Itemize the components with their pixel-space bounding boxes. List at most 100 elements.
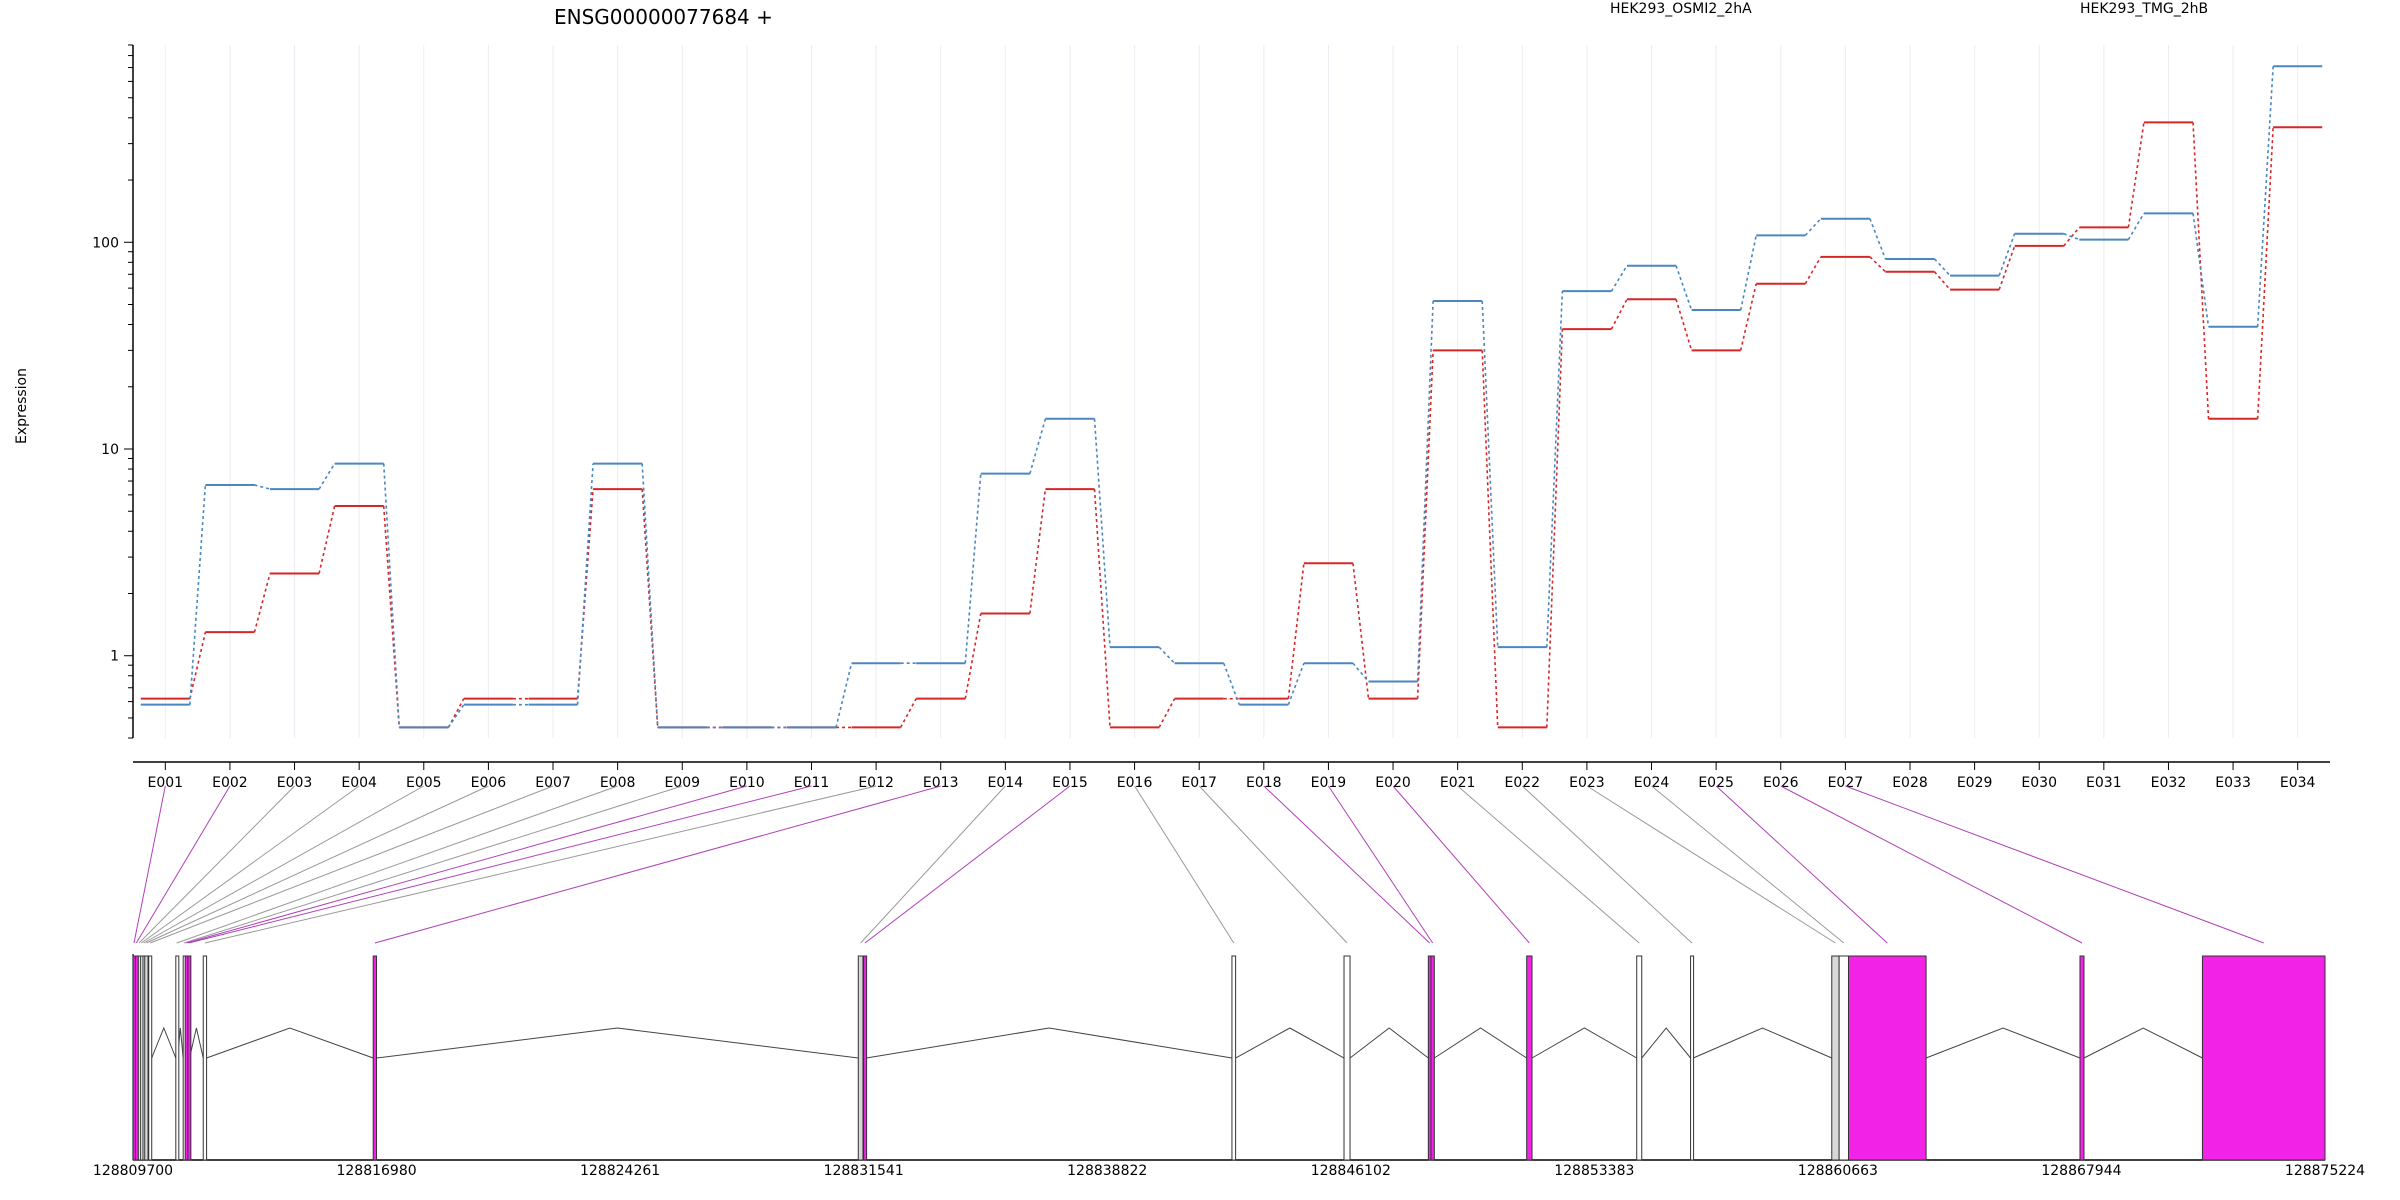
exon-link-e021 bbox=[1457, 785, 1640, 944]
exon-link-e001 bbox=[133, 785, 166, 944]
series-2-connector bbox=[1352, 662, 1370, 683]
series-1-connector bbox=[1287, 563, 1305, 699]
exon-link-e025 bbox=[1715, 785, 1888, 944]
exon-e023 bbox=[1831, 955, 1840, 1161]
exon-e012 bbox=[202, 955, 208, 1161]
series-1-connector bbox=[2256, 127, 2274, 419]
exon-link-e023 bbox=[1586, 785, 1836, 944]
series-1-connector bbox=[899, 698, 917, 728]
legend-entry-series-2: HEK293_TMG_2hB bbox=[2080, 1, 2208, 17]
series-1-connector bbox=[1546, 329, 1564, 728]
series-1 bbox=[140, 121, 2323, 729]
intron-e015 bbox=[866, 1027, 1233, 1059]
x-tick-label-e032: E032 bbox=[2151, 775, 2187, 791]
intron-e013 bbox=[376, 1027, 859, 1059]
exon-link-e015 bbox=[864, 785, 1071, 944]
exon-link-e016 bbox=[1134, 785, 1235, 944]
intron-e022 bbox=[1693, 1027, 1832, 1059]
x-tick-label-e016: E016 bbox=[1117, 775, 1153, 791]
plot-layer: 1 10 100 E001 E002 E003 E004 E005 E006 E007 E008 E0… bbox=[92, 44, 2365, 1179]
series-2-connector bbox=[447, 704, 465, 728]
exon-e017 bbox=[1343, 955, 1351, 1161]
exon-e013 bbox=[372, 955, 378, 1161]
series-2-connector bbox=[964, 473, 982, 664]
y-tick-label: 100 bbox=[92, 235, 119, 251]
exon-e011 bbox=[187, 955, 192, 1161]
intron-e011 bbox=[189, 1027, 204, 1059]
y-tick-label: 10 bbox=[101, 442, 119, 458]
exon-e026 bbox=[2079, 955, 2085, 1161]
series-1-connector bbox=[964, 613, 982, 699]
series-1-connector bbox=[1093, 489, 1111, 728]
series-2-connector bbox=[1675, 265, 1693, 311]
exon-link-e014 bbox=[860, 785, 1006, 944]
series-1-connector bbox=[576, 489, 594, 699]
exon-link-e019 bbox=[1328, 785, 1434, 944]
x-tick-label-e028: E028 bbox=[1892, 775, 1928, 791]
exon-e008 bbox=[175, 955, 180, 1161]
exon-e021 bbox=[1636, 955, 1643, 1161]
series-1-connector bbox=[189, 631, 207, 699]
exon-link-e012 bbox=[204, 785, 877, 944]
series-2-connector bbox=[318, 463, 336, 490]
exon-e006 bbox=[144, 955, 149, 1161]
series-1-connector bbox=[1352, 563, 1370, 699]
series-2-connector bbox=[1029, 418, 1047, 474]
series-2-connector bbox=[254, 484, 271, 490]
exon-link-e002 bbox=[135, 785, 231, 944]
x-tick-label-e005: E005 bbox=[406, 775, 442, 791]
series-2-connector bbox=[1416, 300, 1434, 682]
exon-link-e027 bbox=[1845, 785, 2264, 944]
coordinate-label: 128846102 bbox=[1311, 1163, 1391, 1179]
series-1-connector bbox=[1998, 245, 2016, 290]
exon-link-e013 bbox=[374, 785, 941, 944]
series-2-connector bbox=[1287, 662, 1305, 705]
x-tick-label-e021: E021 bbox=[1440, 775, 1476, 791]
series-2-connector bbox=[2063, 232, 2080, 241]
series-2-connector bbox=[1998, 233, 2016, 276]
x-tick-label-e027: E027 bbox=[1828, 775, 1864, 791]
x-tick-label-e018: E018 bbox=[1246, 775, 1282, 791]
y-tick-label: 1 bbox=[110, 649, 119, 665]
coordinate-label: 128831541 bbox=[824, 1163, 904, 1179]
exon-link-e010 bbox=[186, 785, 748, 944]
coordinate-label: 128853383 bbox=[1554, 1163, 1634, 1179]
x-tick-label-e033: E033 bbox=[2215, 775, 2251, 791]
chart-title: ENSG00000077684 + bbox=[554, 5, 773, 29]
coordinate-label: 128809700 bbox=[93, 1163, 173, 1179]
exon-e027 bbox=[2201, 955, 2326, 1161]
series-2-connector bbox=[1481, 300, 1499, 648]
x-tick-label-e006: E006 bbox=[471, 775, 507, 791]
x-tick-label-e023: E023 bbox=[1569, 775, 1605, 791]
coordinate-label: 128860663 bbox=[1798, 1163, 1878, 1179]
series-2-connector bbox=[1093, 418, 1111, 648]
exon-link-e007 bbox=[150, 785, 554, 944]
coordinate-label: 128824261 bbox=[580, 1163, 660, 1179]
series-1-connector bbox=[2127, 122, 2145, 228]
x-tick-label-e025: E025 bbox=[1698, 775, 1734, 791]
x-tick-label-e026: E026 bbox=[1763, 775, 1799, 791]
x-tick-label-e015: E015 bbox=[1052, 775, 1088, 791]
series-2-connector bbox=[576, 463, 594, 705]
x-tick-label-e009: E009 bbox=[664, 775, 700, 791]
series-2-connector bbox=[2127, 212, 2145, 241]
series-1-connector bbox=[1158, 698, 1176, 728]
intron-e007 bbox=[151, 1026, 177, 1059]
intron-e025 bbox=[1925, 1027, 2081, 1059]
x-tick-label-e007: E007 bbox=[535, 775, 571, 791]
series-2-connector bbox=[1869, 218, 1887, 260]
exon-link-e006 bbox=[146, 785, 489, 944]
coordinate-label: 128816980 bbox=[336, 1163, 416, 1179]
x-tick-label-e004: E004 bbox=[341, 775, 377, 791]
exon-link-e005 bbox=[143, 785, 425, 944]
series-1-connector bbox=[1481, 350, 1499, 728]
series-1-connector bbox=[1739, 283, 1757, 351]
exon-link-e003 bbox=[138, 785, 295, 944]
exon-link-e018 bbox=[1263, 785, 1430, 944]
series-2-connector bbox=[189, 484, 207, 705]
series-2-connector bbox=[1546, 291, 1564, 648]
intron-e012 bbox=[206, 1027, 374, 1059]
exon-link-e009 bbox=[183, 785, 683, 944]
